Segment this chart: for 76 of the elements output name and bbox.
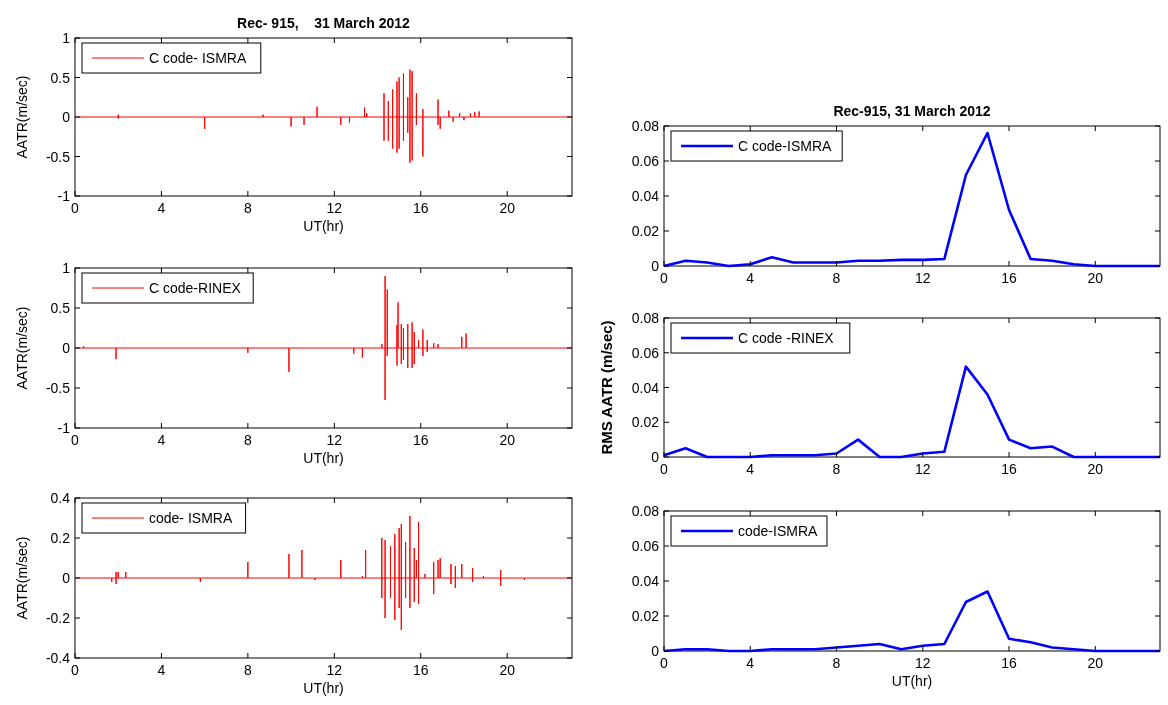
y-tick-label: 0	[651, 643, 660, 659]
y-tick-label: 0	[62, 109, 71, 125]
x-tick-label: 8	[243, 200, 252, 216]
y-tick-label: 0.5	[50, 69, 71, 86]
x-tick-label: 8	[832, 461, 841, 477]
x-tick-label: 16	[412, 200, 429, 216]
x-tick-label: 12	[326, 662, 343, 678]
y-tick-label: -0.4	[45, 650, 71, 666]
y-axis-title: AATR(m/sec)	[14, 75, 30, 159]
x-tick-label: 4	[746, 461, 755, 477]
x-tick-label: 16	[412, 432, 429, 448]
y-tick-label: -0.2	[45, 610, 71, 626]
x-tick-label: 4	[746, 655, 755, 671]
y-tick-label: 0.02	[631, 414, 660, 431]
y-tick-label: -0.5	[45, 148, 71, 165]
y-tick-label: 0	[62, 340, 71, 356]
x-tick-label: 20	[1087, 655, 1104, 671]
x-tick-label: 12	[914, 461, 931, 477]
x-tick-label: 8	[243, 662, 252, 678]
legend-label: code-ISMRA	[738, 523, 819, 539]
legend-label: C code -RINEX	[738, 330, 835, 346]
x-tick-label: 20	[499, 662, 516, 678]
y-tick-label: 0.2	[50, 530, 71, 546]
y-tick-label: 0.5	[50, 300, 71, 316]
y-tick-label: 0.4	[50, 490, 71, 506]
y-tick-label: 1	[62, 260, 71, 276]
y-tick-label: 0.06	[631, 538, 660, 554]
x-tick-label: 20	[1087, 461, 1104, 477]
x-tick-label: 16	[1001, 461, 1018, 477]
chart-title: Rec- 915, 31 March 2012	[237, 15, 411, 31]
legend-label: C code- ISMRA	[149, 50, 247, 66]
y-tick-label: 0.02	[631, 608, 660, 624]
x-axis-title: UT(hr)	[303, 218, 344, 234]
y-tick-label: 0	[651, 449, 660, 465]
y-tick-label: 0.04	[631, 573, 660, 589]
y-tick-label: 0.02	[631, 223, 660, 239]
y-axis-title: AATR(m/sec)	[14, 306, 30, 390]
x-tick-label: 12	[914, 655, 931, 671]
x-axis-title: UT(hr)	[891, 673, 933, 689]
x-tick-label: 20	[499, 200, 516, 216]
y-tick-label: 0.04	[631, 379, 660, 396]
x-axis-title: UT(hr)	[303, 450, 344, 466]
y-tick-label: 0.06	[631, 344, 660, 361]
y-tick-label: 0	[62, 570, 71, 586]
x-tick-label: 8	[832, 655, 841, 671]
y-tick-label: 1	[62, 30, 71, 46]
legend-label: C code-RINEX	[149, 280, 242, 296]
x-tick-label: 12	[914, 270, 931, 286]
x-tick-label: 16	[1001, 655, 1018, 671]
legend-label: code- ISMRA	[149, 510, 233, 526]
x-tick-label: 4	[157, 432, 166, 448]
y-tick-label: 0.08	[631, 310, 660, 326]
y-tick-label: 0.06	[631, 153, 660, 169]
y-tick-label: 0.04	[631, 188, 660, 204]
legend-label: C code-ISMRA	[738, 138, 833, 154]
chart-title: Rec-915, 31 March 2012	[833, 103, 991, 119]
x-tick-label: 16	[412, 662, 429, 678]
x-tick-label: 4	[157, 200, 166, 216]
x-axis-title: UT(hr)	[303, 680, 344, 696]
y-tick-label: 0.08	[631, 118, 660, 134]
x-tick-label: 8	[243, 432, 252, 448]
x-tick-label: 12	[326, 200, 343, 216]
y-tick-label: 0.08	[631, 503, 660, 519]
x-tick-label: 4	[157, 662, 166, 678]
x-tick-label: 20	[499, 432, 516, 448]
y-tick-label: -1	[57, 188, 71, 204]
x-tick-label: 16	[1001, 270, 1018, 286]
x-tick-label: 20	[1087, 270, 1104, 286]
x-tick-label: 4	[746, 270, 755, 286]
x-tick-label: 12	[326, 432, 343, 448]
y-axis-title: RMS AATR (m/sec)	[598, 320, 615, 455]
y-tick-label: 0	[651, 258, 660, 274]
y-tick-label: -1	[57, 420, 71, 436]
y-tick-label: -0.5	[45, 380, 71, 396]
x-tick-label: 8	[832, 270, 841, 286]
y-axis-title: AATR(m/sec)	[14, 536, 30, 620]
